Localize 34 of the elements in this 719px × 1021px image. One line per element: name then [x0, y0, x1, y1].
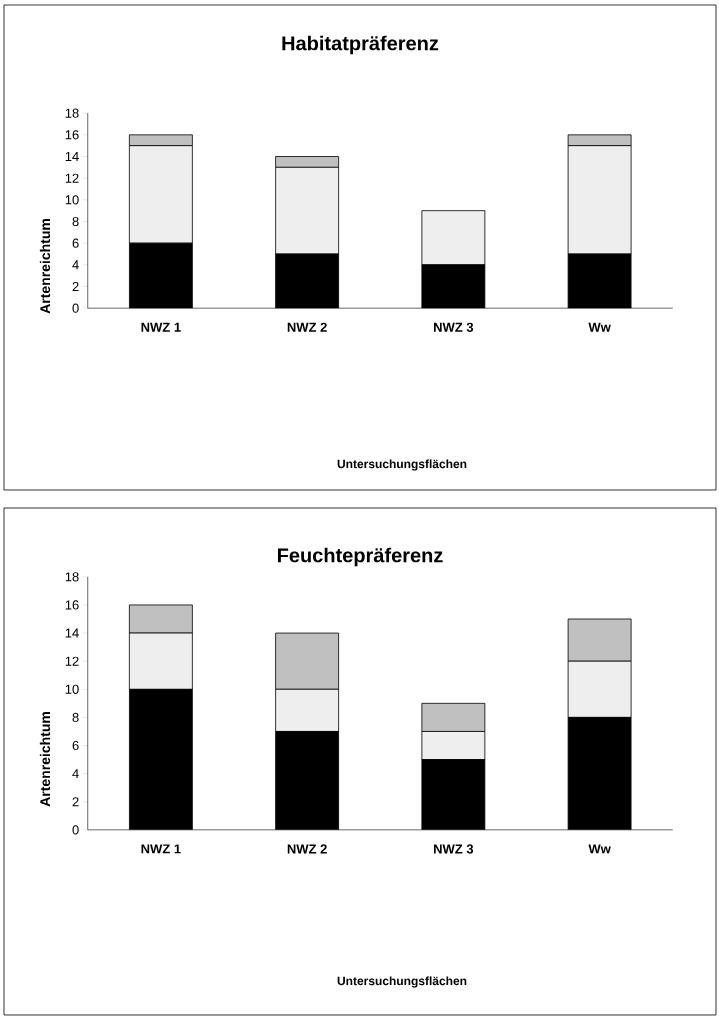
- y-tick-label: 10: [65, 684, 79, 694]
- y-tick-label: 8: [72, 216, 79, 227]
- x-tick-label: Ww: [588, 322, 611, 332]
- y-tick-label: 6: [72, 238, 79, 248]
- x-tick-label: NWZ 1: [141, 322, 181, 332]
- y-tick-label: 14: [65, 628, 79, 638]
- y-tick-label: 18: [65, 572, 79, 582]
- y-tick-label: 4: [72, 769, 79, 779]
- y-tick-label: 8: [72, 712, 79, 722]
- x-tick-label: NWZ 3: [434, 322, 474, 332]
- y-tick-label: 16: [65, 130, 79, 140]
- y-tick-label: 0: [72, 825, 79, 835]
- y-tick-label: 4: [72, 260, 79, 270]
- y-tick-label: 2: [72, 281, 79, 292]
- y-tick-label: 16: [65, 600, 79, 610]
- y-tick-label: 18: [65, 108, 79, 118]
- x-tick-label: NWZ 1: [141, 844, 181, 854]
- y-tick-label: 2: [72, 797, 79, 807]
- x-axis-title: Untersuchungsflächen: [337, 459, 467, 471]
- chart-title: Feuchtepräferenz: [277, 547, 443, 567]
- y-tick-label: 12: [65, 173, 79, 183]
- y-tick-label: 12: [65, 656, 79, 666]
- y-axis-title: Artenreichtum: [39, 712, 51, 807]
- x-tick-label: NWZ 2: [287, 322, 327, 332]
- y-tick-label: 6: [72, 740, 79, 751]
- chart-title: Habitatpräferenz: [282, 35, 439, 55]
- y-tick-label: 14: [65, 152, 79, 161]
- x-tick-label: Ww: [588, 844, 611, 854]
- x-axis-title: Untersuchungsflächen: [337, 976, 467, 988]
- x-tick-label: NWZ 3: [434, 844, 474, 854]
- x-tick-label: NWZ 2: [287, 844, 327, 854]
- y-tick-label: 0: [72, 303, 79, 313]
- y-axis-title: Artenreichtum: [39, 219, 51, 314]
- y-tick-label: 10: [65, 195, 79, 205]
